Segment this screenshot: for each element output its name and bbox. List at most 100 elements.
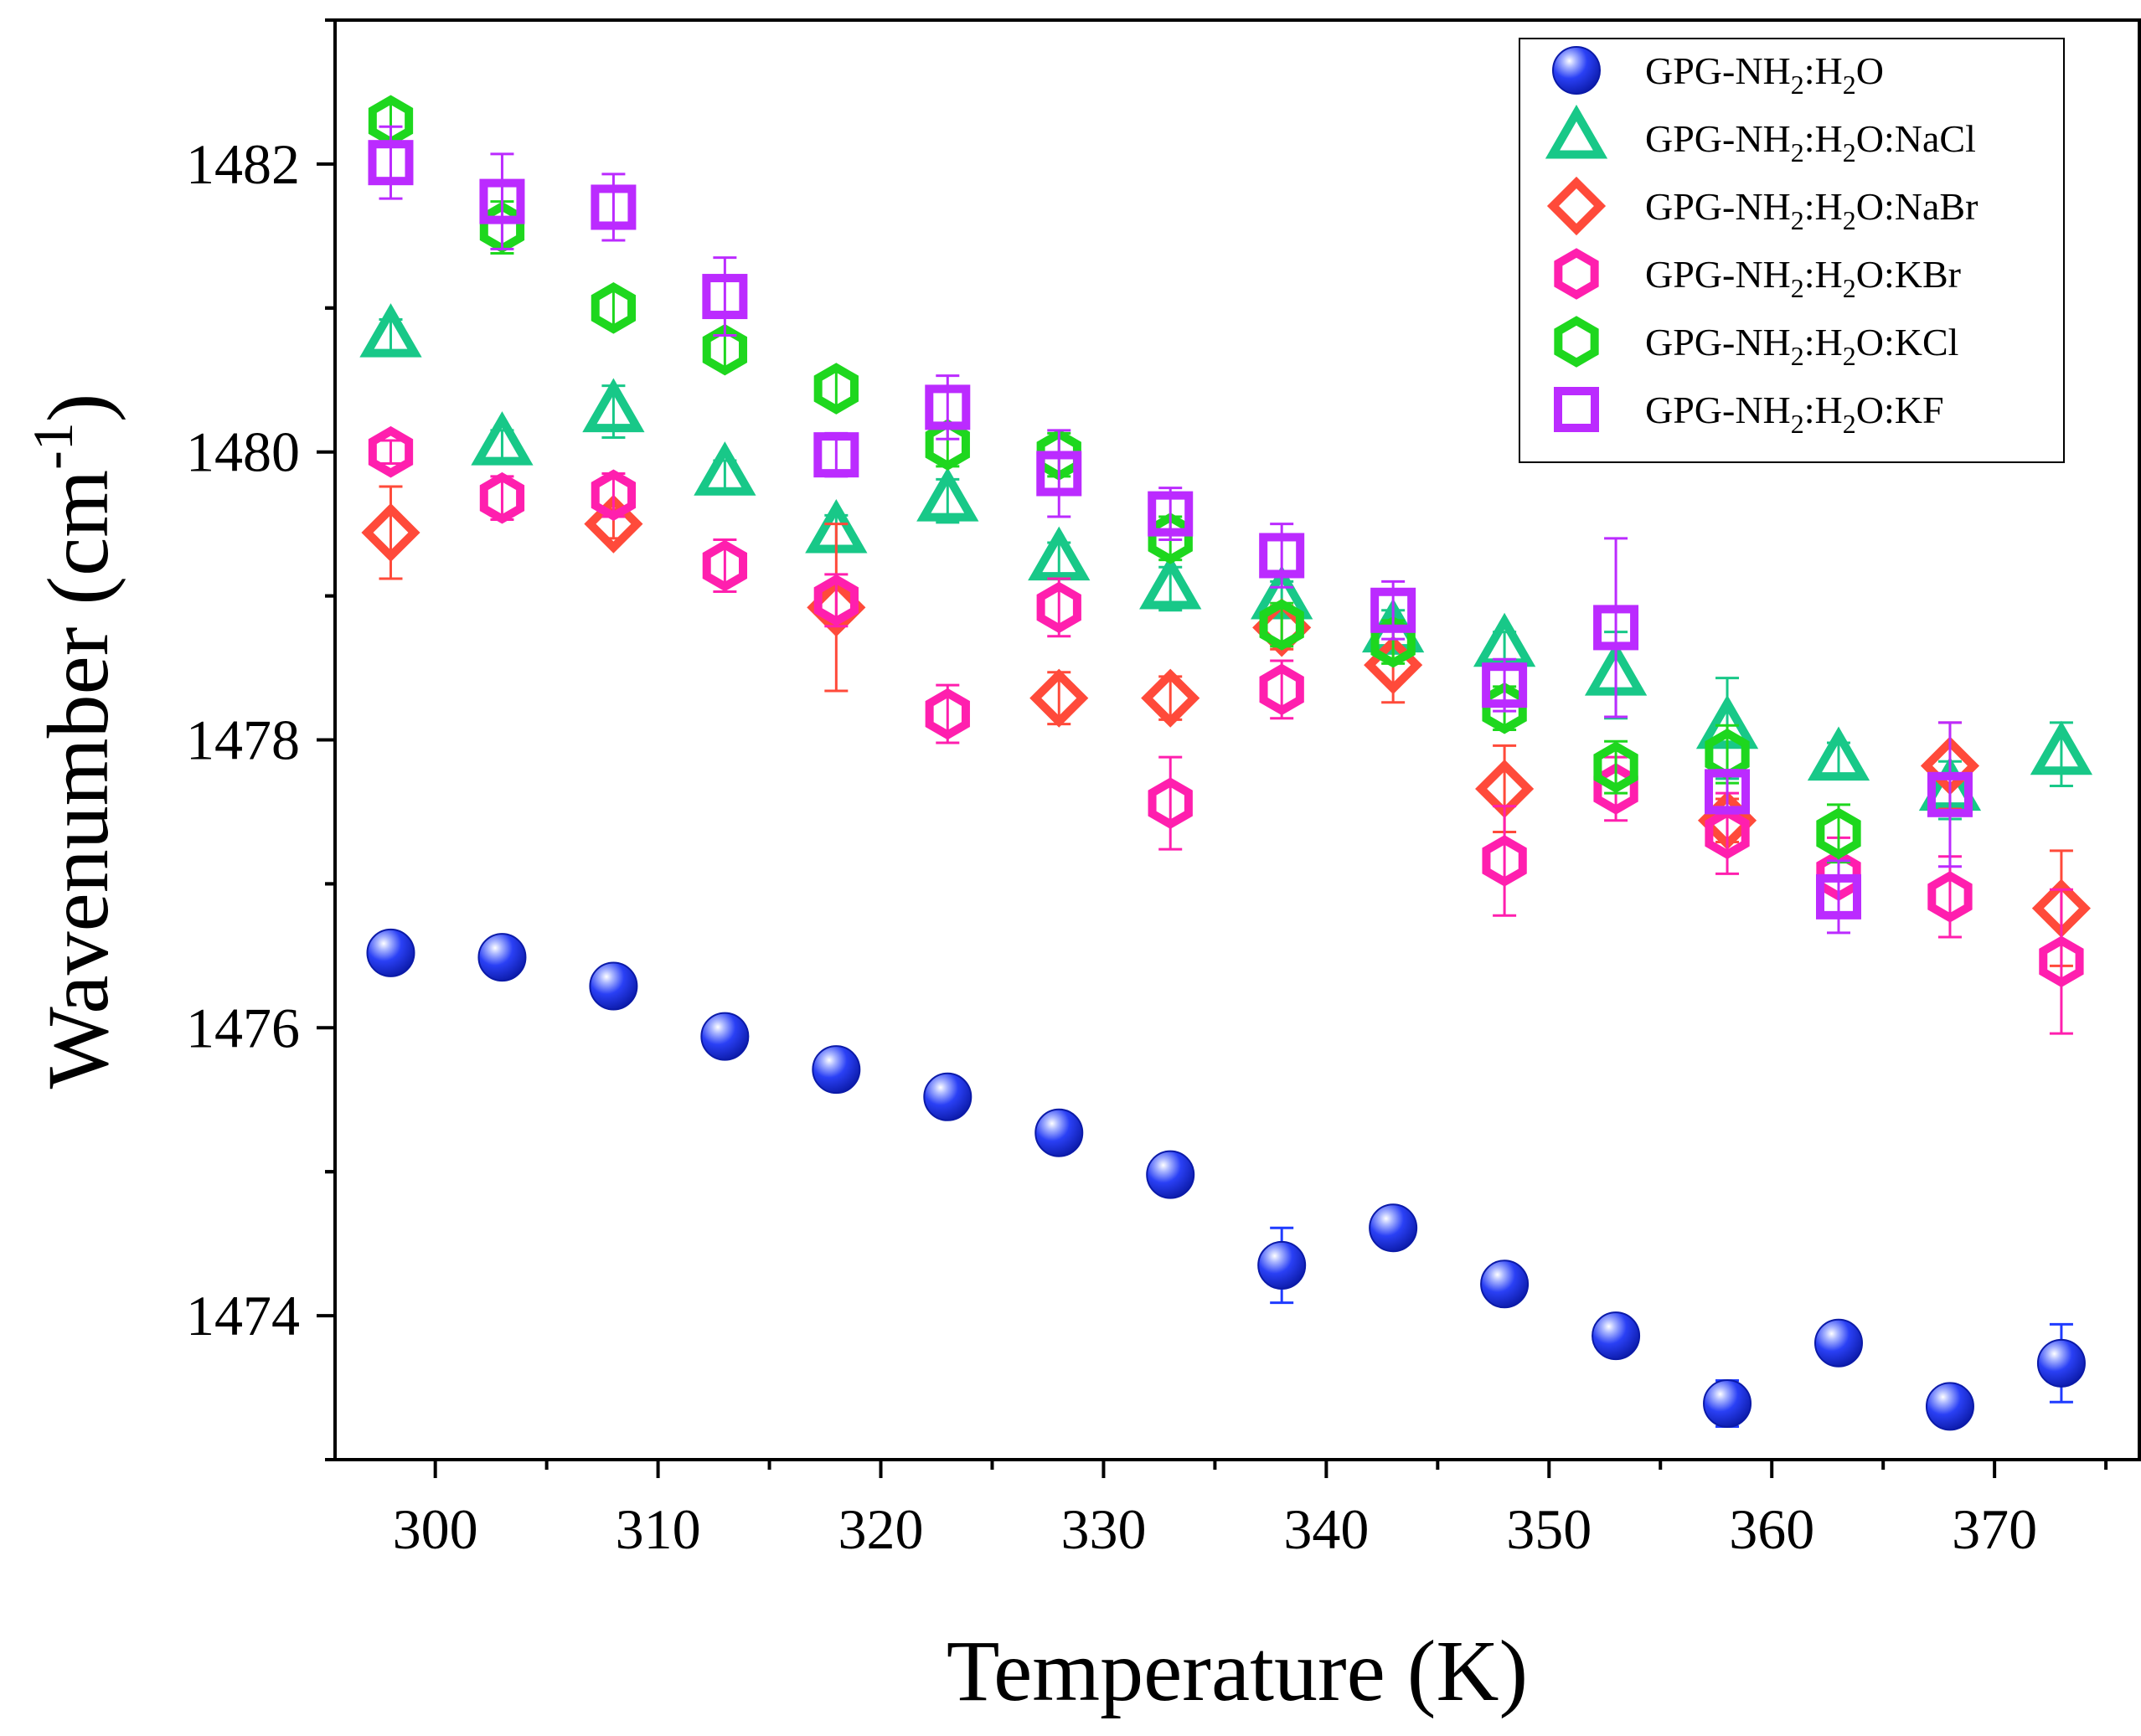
y-axis-title-close: ) xyxy=(30,394,126,423)
legend-label-part: O:KBr xyxy=(1856,253,1961,296)
data-point xyxy=(1028,526,1091,581)
data-point xyxy=(1925,1382,1974,1431)
legend-label-part: :H xyxy=(1804,389,1843,431)
legend-label-part: :H xyxy=(1804,253,1843,296)
data-point xyxy=(700,1012,750,1061)
legend-label: GPG-NH2:H2O:NaBr xyxy=(1645,185,1978,235)
legend-label-part: 2 xyxy=(1791,341,1804,371)
legend-label: GPG-NH2:H2O xyxy=(1645,49,1884,100)
legend-label: GPG-NH2:H2O:KF xyxy=(1645,389,1944,439)
legend-label-part: O:KCl xyxy=(1856,321,1959,363)
legend-label: GPG-NH2:H2O:KBr xyxy=(1645,253,1961,303)
y-tick-label: 1474 xyxy=(186,1284,300,1347)
y-tick-label: 1476 xyxy=(186,996,300,1059)
data-point xyxy=(1036,451,1082,497)
data-point xyxy=(1257,1240,1307,1290)
legend-label-part: 2 xyxy=(1843,205,1856,235)
legend-label-part: O:KF xyxy=(1856,389,1944,431)
data-point xyxy=(1927,771,1973,817)
legend-label-part: 2 xyxy=(1791,205,1804,235)
data-point xyxy=(1816,873,1861,920)
legend-label-part: :H xyxy=(1804,117,1843,160)
legend-label: GPG-NH2:H2O:KCl xyxy=(1645,321,1958,371)
data-point xyxy=(479,471,525,524)
data-point xyxy=(1148,491,1194,537)
legend-marker xyxy=(1545,104,1608,159)
data-point xyxy=(479,178,525,224)
legend-label-part: :H xyxy=(1804,321,1843,363)
data-point xyxy=(361,502,420,563)
x-tick-label: 330 xyxy=(1060,1497,1146,1561)
data-point xyxy=(584,494,643,554)
data-marks xyxy=(359,95,2093,1431)
data-point xyxy=(591,469,637,522)
x-tick-label: 360 xyxy=(1729,1497,1814,1561)
series-5 xyxy=(368,125,1973,935)
series-3 xyxy=(368,425,2084,1035)
legend: GPG-NH2:H2OGPG-NH2:H2O:NaClGPG-NH2:H2O:N… xyxy=(1519,38,2065,463)
x-axis-title: Temperature (K) xyxy=(947,1623,1528,1719)
legend-label-part: GPG-NH xyxy=(1645,321,1791,363)
legend-marker xyxy=(1554,316,1599,368)
legend-label-part: 2 xyxy=(1843,409,1856,439)
data-point xyxy=(1259,599,1304,651)
data-point xyxy=(1703,1378,1752,1428)
data-point xyxy=(694,441,756,496)
data-point xyxy=(1139,554,1202,610)
data-point xyxy=(368,140,414,186)
data-point xyxy=(1148,777,1193,829)
legend-label-part: O:NaBr xyxy=(1856,185,1978,228)
y-axis: 1474 1476 1478 1480 1482 xyxy=(186,18,335,1461)
x-axis: 300 310 320 330 340 350 360 370 xyxy=(393,1460,2108,1561)
data-point xyxy=(1814,1318,1863,1368)
y-axis-title: Wavenumber (cm-1) xyxy=(21,394,126,1090)
x-tick-label: 310 xyxy=(616,1497,701,1561)
legend-label-part: 2 xyxy=(1791,70,1804,100)
legend-label-part: 2 xyxy=(1843,70,1856,100)
legend-label-part: GPG-NH xyxy=(1645,117,1791,160)
data-point xyxy=(368,425,414,478)
legend-label-part: 2 xyxy=(1791,273,1804,303)
legend-label-part: O:NaCl xyxy=(1856,117,1976,160)
data-point xyxy=(1593,741,1638,793)
data-point xyxy=(1034,1108,1084,1157)
legend-marker xyxy=(1554,387,1599,432)
legend-label-part: GPG-NH xyxy=(1645,49,1791,92)
data-point xyxy=(2036,1338,2086,1388)
data-point xyxy=(1705,807,1750,860)
data-point xyxy=(812,1045,861,1095)
data-point xyxy=(813,363,859,415)
data-point xyxy=(2039,935,2084,987)
legend-label-part: 2 xyxy=(1843,273,1856,303)
legend-label: GPG-NH2:H2O:NaCl xyxy=(1645,117,1976,167)
data-point xyxy=(702,323,748,376)
data-point xyxy=(702,539,748,592)
data-point xyxy=(1927,871,1973,923)
data-point xyxy=(589,961,638,1011)
legend-label-part: GPG-NH xyxy=(1645,185,1791,228)
data-point xyxy=(591,184,637,230)
data-point xyxy=(1369,1203,1418,1253)
legend-marker xyxy=(1546,176,1607,236)
data-point xyxy=(366,928,415,977)
legend-label-part: 2 xyxy=(1791,409,1804,439)
legend-box xyxy=(1519,38,2065,463)
data-point xyxy=(1482,662,1528,708)
legend-label-part: 2 xyxy=(1791,137,1804,167)
data-point xyxy=(1141,668,1200,728)
data-point xyxy=(1480,1260,1530,1309)
y-tick-label: 1482 xyxy=(186,132,300,196)
x-tick-label: 350 xyxy=(1506,1497,1592,1561)
legend-label-part: GPG-NH xyxy=(1645,389,1791,431)
data-point xyxy=(1370,587,1416,633)
x-tick-label: 340 xyxy=(1283,1497,1369,1561)
legend-label-part: :H xyxy=(1804,49,1843,92)
y-axis-title-superscript: -1 xyxy=(21,422,85,470)
legend-label-part: 2 xyxy=(1843,341,1856,371)
legend-marker xyxy=(1554,248,1599,300)
legend-marker xyxy=(1552,46,1601,95)
data-point xyxy=(1259,533,1305,579)
x-tick-label: 300 xyxy=(393,1497,478,1561)
data-point xyxy=(2030,720,2093,775)
